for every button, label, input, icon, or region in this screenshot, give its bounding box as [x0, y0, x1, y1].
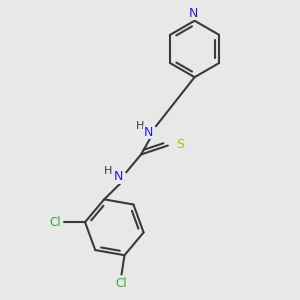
Text: H: H: [135, 121, 144, 131]
Text: S: S: [176, 138, 184, 151]
Text: N: N: [144, 126, 153, 139]
Text: H: H: [104, 166, 112, 176]
Text: Cl: Cl: [50, 216, 61, 229]
Text: N: N: [188, 7, 198, 20]
Text: Cl: Cl: [116, 277, 127, 290]
Text: N: N: [114, 170, 124, 183]
